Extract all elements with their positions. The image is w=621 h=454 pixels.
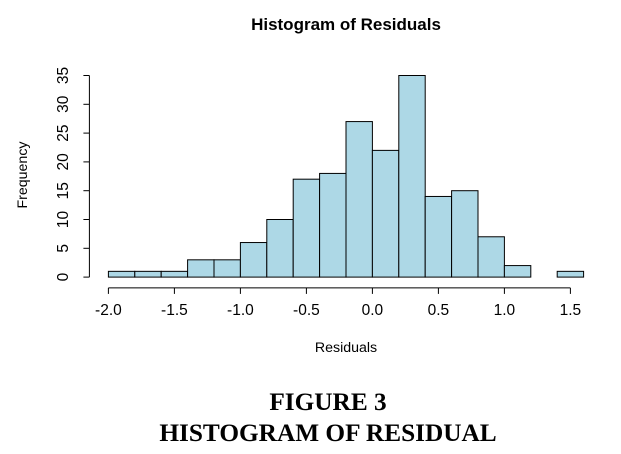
svg-text:30: 30: [55, 95, 72, 113]
svg-text:Histogram of Residuals: Histogram of Residuals: [251, 15, 441, 34]
svg-text:10: 10: [55, 211, 72, 229]
svg-text:-2.0: -2.0: [95, 302, 122, 319]
svg-text:15: 15: [55, 182, 72, 199]
svg-text:Residuals: Residuals: [315, 340, 377, 356]
svg-text:0: 0: [55, 272, 72, 281]
svg-text:-1.0: -1.0: [227, 302, 254, 319]
svg-text:1.0: 1.0: [494, 302, 516, 319]
svg-text:Frequency: Frequency: [15, 141, 31, 209]
svg-text:20: 20: [55, 153, 72, 171]
svg-text:-1.5: -1.5: [161, 302, 188, 319]
svg-text:35: 35: [55, 67, 72, 84]
svg-text:-0.5: -0.5: [293, 302, 320, 319]
svg-text:0.5: 0.5: [428, 302, 450, 319]
svg-text:5: 5: [55, 244, 72, 253]
svg-text:1.5: 1.5: [560, 302, 582, 319]
svg-text:25: 25: [55, 124, 72, 141]
svg-text:HISTOGRAM OF RESIDUAL: HISTOGRAM OF RESIDUAL: [159, 419, 496, 447]
svg-text:FIGURE 3: FIGURE 3: [269, 388, 386, 416]
svg-text:0.0: 0.0: [362, 302, 384, 319]
